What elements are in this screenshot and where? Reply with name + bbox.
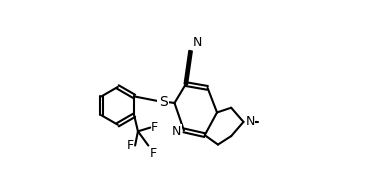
Text: N: N bbox=[245, 115, 255, 128]
Text: F: F bbox=[127, 139, 134, 152]
Text: S: S bbox=[159, 95, 168, 109]
Text: N: N bbox=[193, 36, 202, 49]
Text: N: N bbox=[172, 125, 181, 138]
Text: F: F bbox=[151, 121, 158, 134]
Text: F: F bbox=[149, 147, 156, 160]
